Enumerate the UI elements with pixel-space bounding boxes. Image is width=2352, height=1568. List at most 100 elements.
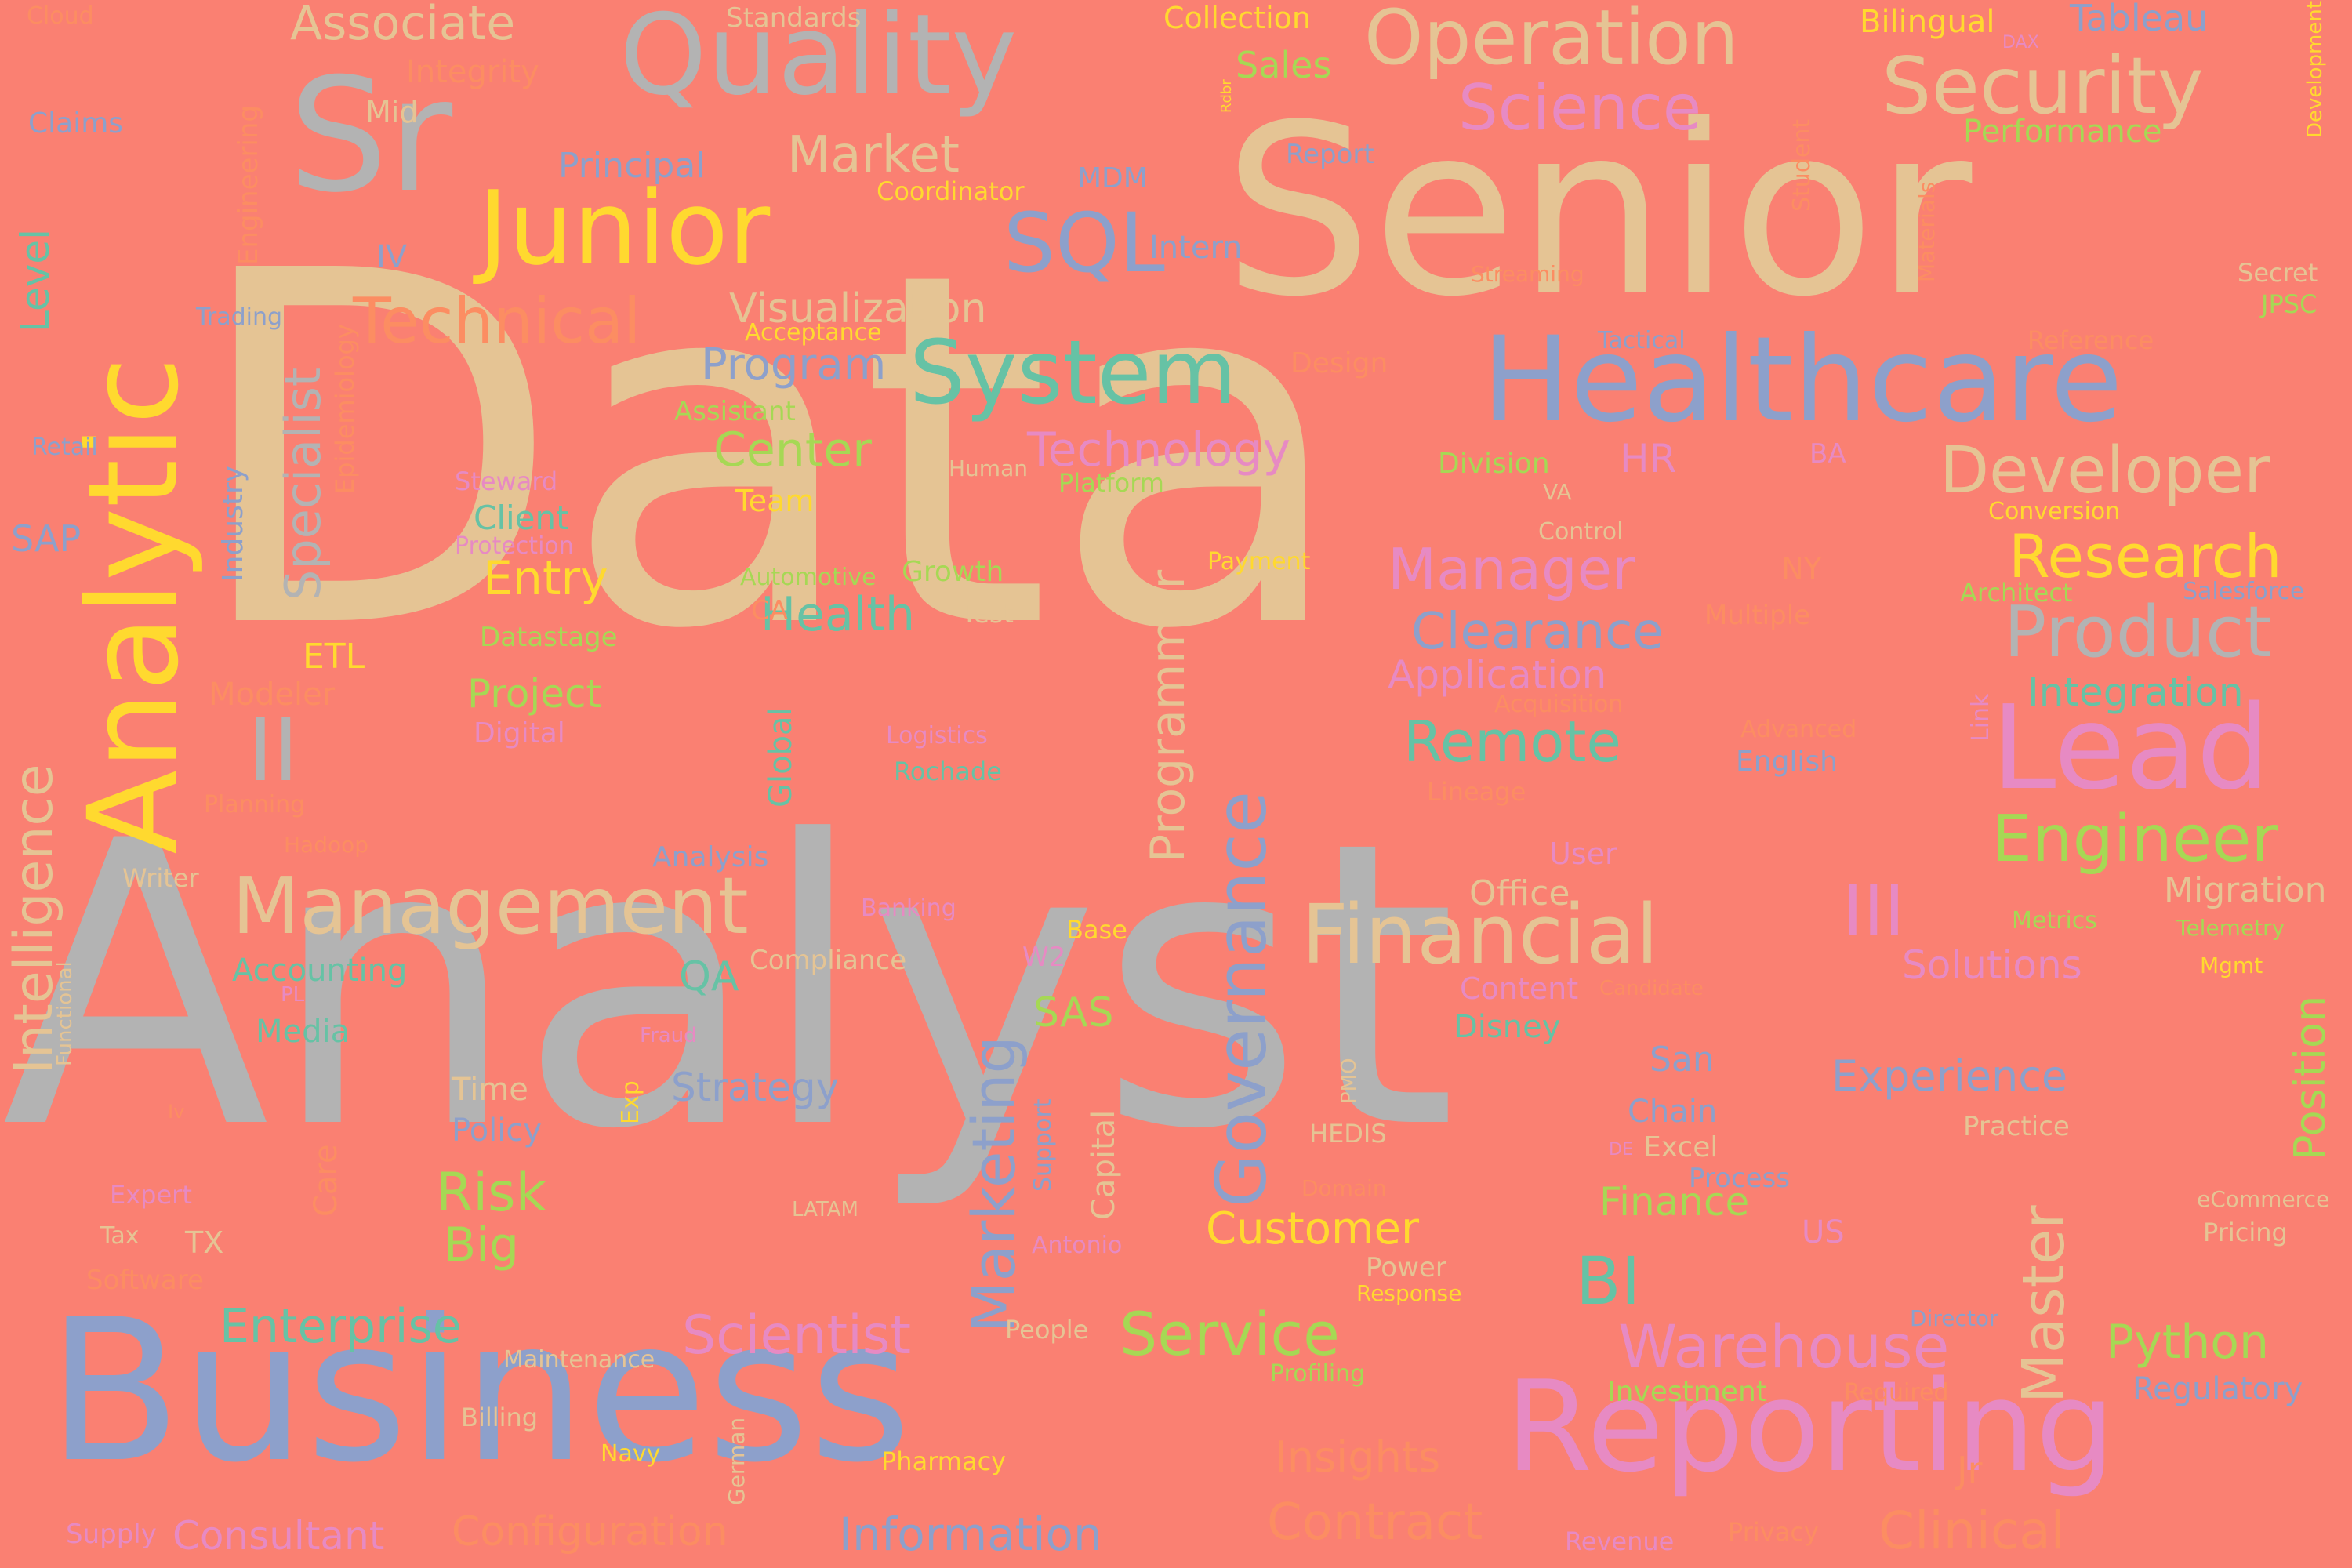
word: Growth bbox=[902, 556, 1004, 588]
word: Collection bbox=[1163, 1, 1311, 35]
word: Management bbox=[232, 860, 749, 952]
word: SAS bbox=[1033, 989, 1114, 1036]
word: Application bbox=[1388, 652, 1607, 698]
word: Trading bbox=[196, 303, 283, 331]
word: Data bbox=[188, 170, 1349, 735]
word: Lineage bbox=[1427, 777, 1526, 807]
word: Security bbox=[1882, 40, 2204, 132]
word: Big bbox=[444, 1218, 519, 1272]
word: Service bbox=[1120, 1299, 1340, 1369]
word: Report bbox=[1286, 139, 1374, 170]
word: Acquisition bbox=[1494, 691, 1624, 718]
word: Director bbox=[1910, 1305, 1998, 1331]
word: Business bbox=[47, 1277, 912, 1505]
word: Integration bbox=[2027, 670, 2244, 715]
word: Mid bbox=[365, 95, 419, 129]
word: Remote bbox=[1403, 709, 1621, 775]
word: Cloud bbox=[27, 2, 94, 30]
word: Iv bbox=[168, 1101, 185, 1123]
word: Product bbox=[2004, 591, 2272, 673]
word: SQL bbox=[1004, 195, 1165, 291]
word: Design bbox=[1290, 347, 1388, 379]
word: Principal bbox=[558, 146, 706, 186]
word: San bbox=[1650, 1040, 1715, 1080]
word: Pricing bbox=[2203, 1218, 2288, 1247]
word: Epidemiology bbox=[330, 324, 360, 494]
word: Solutions bbox=[1902, 942, 2082, 988]
word: Associate bbox=[290, 0, 516, 51]
word: Policy bbox=[452, 1112, 543, 1149]
word: Specialist bbox=[274, 367, 332, 601]
word: III bbox=[1842, 870, 1905, 953]
word: Care bbox=[308, 1144, 344, 1217]
word: Automotive bbox=[740, 564, 877, 591]
word: Expert bbox=[110, 1180, 192, 1210]
word: Jr bbox=[1957, 1449, 1983, 1491]
word: Payment bbox=[1207, 548, 1311, 575]
word: Tactical bbox=[1598, 327, 1686, 354]
word: Antonio bbox=[1032, 1232, 1123, 1259]
word: Power bbox=[1366, 1252, 1446, 1283]
word: Configuration bbox=[452, 1508, 728, 1555]
word: Quality bbox=[619, 0, 1018, 120]
word: Financial bbox=[1301, 887, 1659, 982]
word: Support bbox=[1029, 1098, 1057, 1192]
word: Streaming bbox=[1471, 261, 1584, 287]
word: Software bbox=[86, 1265, 204, 1296]
word: Global bbox=[763, 707, 799, 808]
word: Navy bbox=[601, 1440, 661, 1468]
word: Integrity bbox=[406, 54, 539, 90]
word: Link bbox=[1967, 693, 1994, 742]
word: Engineer bbox=[1991, 802, 2278, 877]
word: Functional bbox=[53, 961, 77, 1066]
word: LATAM bbox=[792, 1198, 858, 1221]
word: Human bbox=[949, 456, 1028, 481]
word: Health bbox=[760, 587, 916, 642]
word: Capital bbox=[1086, 1109, 1122, 1220]
word: Supply bbox=[66, 1519, 157, 1550]
word: Profiling bbox=[1270, 1360, 1366, 1388]
word: Test bbox=[961, 598, 1014, 630]
word: NY bbox=[1781, 551, 1822, 586]
word: Domain bbox=[1301, 1175, 1387, 1201]
word: Market bbox=[787, 126, 960, 184]
word: HR bbox=[1620, 436, 1677, 481]
word: ETL bbox=[303, 637, 365, 677]
word: Reference bbox=[2027, 325, 2154, 355]
word: Banking bbox=[861, 895, 956, 922]
word: System bbox=[909, 322, 1237, 424]
word: VA bbox=[1543, 479, 1572, 505]
word: Office bbox=[1469, 873, 1570, 913]
word: Response bbox=[1356, 1280, 1462, 1306]
word: Governance bbox=[1201, 791, 1282, 1207]
word: Telemetry bbox=[2176, 915, 2285, 941]
word: BI bbox=[1576, 1243, 1641, 1319]
word: English bbox=[1736, 746, 1838, 778]
word: Client bbox=[474, 499, 569, 537]
word: Information bbox=[839, 1508, 1102, 1561]
word: eCommerce bbox=[2197, 1186, 2330, 1212]
word: Division bbox=[1438, 448, 1550, 480]
word: Consultant bbox=[172, 1513, 385, 1559]
word: Bilingual bbox=[1860, 4, 1995, 40]
word: Privacy bbox=[1728, 1517, 1819, 1547]
word: Visualization bbox=[729, 285, 987, 332]
word: Program bbox=[701, 339, 887, 390]
word: Coordinator bbox=[877, 176, 1025, 206]
word: PL bbox=[281, 983, 305, 1007]
word: Position bbox=[2285, 995, 2335, 1160]
word: Analysis bbox=[652, 841, 769, 873]
word: Modeler bbox=[209, 677, 336, 713]
word: Chain bbox=[1628, 1094, 1718, 1130]
word: Center bbox=[713, 423, 872, 477]
word: Metrics bbox=[2012, 907, 2097, 935]
word: Development bbox=[2303, 0, 2327, 138]
word: Team bbox=[735, 484, 815, 518]
word: Manager bbox=[1388, 536, 1635, 602]
word: Media bbox=[256, 1014, 350, 1050]
word: PMO bbox=[1338, 1058, 1361, 1104]
word: Science bbox=[1458, 71, 1702, 144]
word: HEDIS bbox=[1309, 1119, 1387, 1149]
word: Level bbox=[13, 229, 58, 332]
word: Revenue bbox=[1565, 1526, 1675, 1556]
